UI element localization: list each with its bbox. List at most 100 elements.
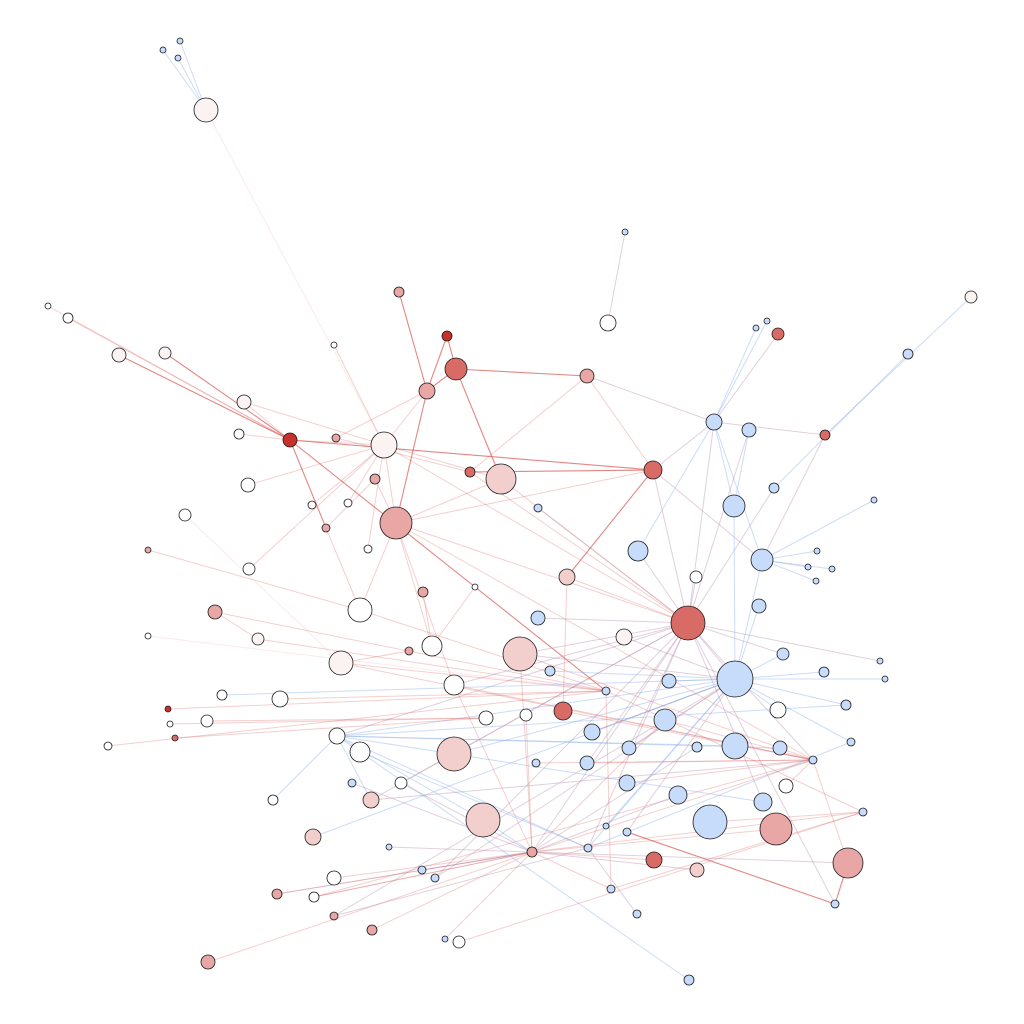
graph-node [752, 324, 760, 332]
graph-node [876, 657, 884, 665]
graph-node [778, 778, 794, 794]
graph-node [828, 565, 836, 573]
graph-edge [537, 507, 689, 624]
graph-node [242, 562, 256, 576]
graph-edge [586, 375, 715, 423]
graph-node [579, 755, 595, 771]
graph-node [846, 737, 856, 747]
graph-node [819, 429, 831, 441]
graph-edge [335, 390, 428, 439]
graph-edge [587, 847, 638, 915]
graph-node [601, 686, 611, 696]
graph-node [519, 708, 533, 722]
graph-node [558, 568, 576, 586]
graph-node [759, 812, 793, 846]
graph-edge [367, 444, 385, 550]
graph-edge [812, 759, 849, 864]
graph-node [193, 97, 219, 123]
graph-node [200, 714, 214, 728]
graph-edge [395, 522, 455, 686]
graph-node [627, 540, 649, 562]
graph-edge [628, 678, 736, 749]
graph-edge [206, 717, 487, 722]
graph-node [741, 422, 757, 438]
graph-edge [587, 741, 852, 849]
graph-edge [359, 609, 607, 692]
graph-node [465, 802, 501, 838]
graph-node [502, 636, 538, 672]
graph-node [282, 432, 298, 448]
graph-edge [243, 401, 385, 446]
graph-edge [713, 421, 735, 507]
graph-node [452, 935, 466, 949]
graph-node [171, 734, 179, 742]
graph-node [385, 843, 393, 851]
graph-node [436, 736, 472, 772]
graph-edge [605, 678, 736, 827]
graph-edge [469, 471, 689, 624]
graph-edge [469, 375, 588, 473]
graph-node [176, 37, 184, 45]
graph-node [964, 290, 978, 304]
graph-node [328, 727, 346, 745]
graph-node [370, 431, 398, 459]
graph-node [321, 523, 331, 533]
graph-edge [174, 717, 487, 739]
graph-node [804, 563, 812, 571]
graph-edge [276, 851, 533, 895]
graph-node [771, 327, 785, 341]
graph-edge [434, 678, 736, 879]
graph-node [271, 888, 283, 900]
graph-node [144, 546, 152, 554]
graph-edge [243, 401, 291, 441]
graph-node [602, 822, 610, 830]
graph-edge [431, 586, 476, 647]
graph-edge [453, 678, 736, 755]
graph-edge [687, 622, 814, 761]
graph-node [870, 496, 878, 504]
graph-node [174, 54, 182, 62]
graph-edge [591, 678, 736, 733]
graph-node [533, 503, 543, 513]
graph-node [369, 473, 381, 485]
graph-edge [531, 851, 612, 890]
graph-node [464, 466, 476, 478]
graph-edge [289, 439, 654, 471]
graph-node [329, 911, 339, 921]
graph-node [304, 828, 322, 846]
graph-edge [426, 335, 448, 392]
graph-edge [531, 828, 777, 853]
graph-edge [687, 429, 750, 624]
graph-edge [610, 811, 864, 890]
graph-node [478, 710, 494, 726]
graph-node [251, 632, 265, 646]
graph-node [207, 604, 223, 620]
graph-edge [336, 735, 372, 801]
graph-edge [248, 444, 385, 570]
graph-node [362, 791, 380, 809]
graph-node [812, 577, 820, 585]
graph-edge [289, 439, 385, 446]
graph-edge [519, 653, 814, 761]
graph-edge [687, 622, 764, 803]
graph-node [330, 341, 338, 349]
graph-edge [519, 622, 689, 655]
graph-node [485, 463, 517, 495]
graph-edge [500, 478, 689, 624]
graph-edge [623, 636, 736, 680]
graph-edge [652, 469, 689, 624]
graph-edge [383, 444, 689, 624]
graph-node [683, 974, 695, 986]
graph-edge [351, 782, 533, 853]
graph-edge [395, 522, 814, 761]
graph-node [776, 647, 790, 661]
graph-node [349, 741, 371, 763]
graph-node [615, 628, 633, 646]
graph-edge [687, 622, 836, 905]
graph-edge [313, 851, 533, 898]
graph-node [622, 827, 632, 837]
graph-node [331, 433, 341, 443]
graph-edge [336, 735, 589, 849]
graph-node [418, 382, 436, 400]
